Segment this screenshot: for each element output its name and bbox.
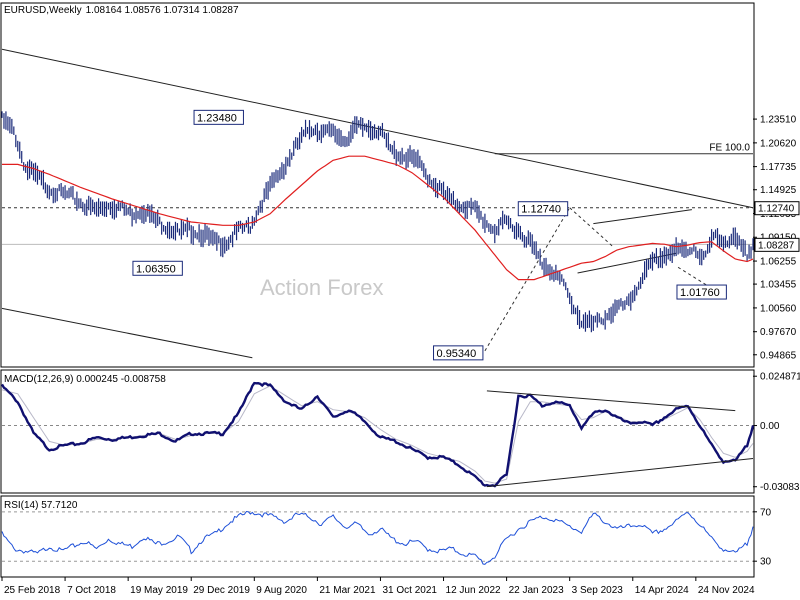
level-price-tag-label: 1.12740 bbox=[758, 204, 795, 215]
price-panel-frame bbox=[0, 2, 755, 368]
projection-dashed-line bbox=[484, 207, 571, 352]
price-y-tick-label: 1.06255 bbox=[760, 257, 797, 268]
x-tick-label: 25 Feb 2018 bbox=[4, 585, 61, 596]
price-trendline bbox=[577, 252, 677, 274]
projection-dashed-line bbox=[569, 207, 614, 248]
macd-y-axis: 0.024871 0.00 -0.030836 bbox=[753, 372, 800, 493]
ohlc-label: 1.08164 1.08576 1.07314 1.08287 bbox=[86, 5, 239, 16]
high-2020-label: 1.23480 bbox=[197, 112, 237, 124]
macd-trendline bbox=[486, 457, 754, 488]
high-2023-label: 1.12740 bbox=[521, 204, 561, 216]
macd-y-tick-label: 0.00 bbox=[760, 421, 780, 432]
high-2020-box bbox=[193, 109, 244, 125]
price-y-tick-label: 1.20620 bbox=[760, 138, 797, 149]
x-tick-label: 7 Oct 2018 bbox=[67, 585, 116, 596]
price-y-tick-label: 1.14925 bbox=[760, 185, 797, 196]
low-2024-label: 1.01760 bbox=[680, 287, 720, 299]
price-y-tick-label: 0.97670 bbox=[760, 327, 797, 338]
x-tick-label: 12 Jun 2022 bbox=[446, 585, 501, 596]
rsi-y-tick-label: 70 bbox=[760, 507, 772, 518]
macd-panel: 0.024871 0.00 -0.030836 MACD(12,26,9) 0.00… bbox=[0, 369, 800, 494]
low-2020-label: 1.06350 bbox=[136, 263, 176, 275]
price-panel: Action Forex 1.23510 1.20620 1.17735 1.1492… bbox=[0, 2, 800, 368]
high-2023-box bbox=[517, 201, 569, 217]
x-tick-label: 24 Nov 2024 bbox=[698, 585, 755, 596]
x-tick-label: 14 Apr 2024 bbox=[635, 585, 689, 596]
rsi-panel-frame bbox=[0, 495, 755, 578]
watermark: Action Forex bbox=[260, 275, 384, 300]
x-tick-label: 29 Dec 2019 bbox=[193, 585, 250, 596]
macd-trendline bbox=[486, 390, 736, 412]
price-lines: FE 100.0 1.12740 1.08287 bbox=[1, 48, 800, 359]
low-2022-box bbox=[433, 345, 484, 361]
price-y-tick-label: 0.94865 bbox=[760, 350, 797, 361]
x-tick-label: 3 Sep 2023 bbox=[572, 585, 624, 596]
rsi-lines bbox=[1, 510, 754, 565]
x-axis: 25 Feb 2018 7 Oct 2018 19 May 2019 29 Dec 2… bbox=[1, 577, 755, 596]
x-tick-label: 19 May 2019 bbox=[130, 585, 188, 596]
x-tick-label: 9 Aug 2020 bbox=[256, 585, 307, 596]
x-tick-label: 22 Jan 2023 bbox=[509, 585, 564, 596]
macd-lines bbox=[0, 381, 755, 488]
macd-y-tick-label: 0.024871 bbox=[760, 372, 800, 383]
macd-y-tick-label: -0.030836 bbox=[760, 482, 800, 493]
price-trendline bbox=[1, 48, 754, 209]
rsi-line bbox=[1, 510, 754, 565]
low-2020-box bbox=[132, 260, 183, 276]
rsi-panel: 70 30 RSI(14) 57.7120 bbox=[0, 495, 772, 578]
macd-header: MACD(12,26,9) 0.000245 -0.008758 bbox=[4, 374, 166, 385]
macd-main-line bbox=[0, 381, 755, 488]
rsi-y-tick-label: 30 bbox=[760, 557, 772, 568]
price-y-tick-label: 1.23510 bbox=[760, 115, 797, 126]
price-trendline bbox=[593, 209, 692, 225]
x-tick-label: 31 Oct 2021 bbox=[382, 585, 437, 596]
low-2022-label: 0.95340 bbox=[437, 348, 477, 360]
level-price-tag-box bbox=[754, 201, 800, 216]
price-trendline bbox=[1, 307, 253, 359]
moving-average-line bbox=[2, 155, 754, 281]
macd-panel-frame bbox=[0, 369, 755, 494]
price-header: EURUSD,Weekly 1.08164 1.08576 1.07314 1.0… bbox=[4, 5, 239, 16]
rsi-y-axis: 70 30 bbox=[753, 507, 772, 568]
price-y-tick-label: 1.00560 bbox=[760, 303, 797, 314]
current-price-tag-box bbox=[754, 237, 800, 252]
low-2024-box bbox=[676, 284, 727, 300]
price-annotations: 1.23480 1.06350 0.95340 1.12740 1.01760 bbox=[132, 109, 727, 361]
current-price-tag-label: 1.08287 bbox=[758, 240, 795, 251]
symbol-label: EURUSD,Weekly bbox=[4, 5, 82, 16]
price-y-tick-label: 1.17735 bbox=[760, 162, 797, 173]
fe-100-label: FE 100.0 bbox=[709, 143, 750, 154]
rsi-header: RSI(14) 57.7120 bbox=[4, 500, 78, 511]
x-tick-label: 21 Mar 2021 bbox=[319, 585, 376, 596]
price-y-tick-label: 1.03455 bbox=[760, 280, 797, 291]
